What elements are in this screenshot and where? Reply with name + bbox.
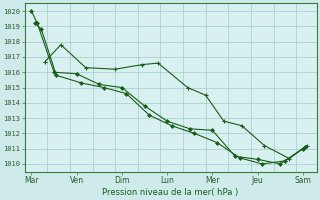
X-axis label: Pression niveau de la mer( hPa ): Pression niveau de la mer( hPa ): [102, 188, 239, 197]
